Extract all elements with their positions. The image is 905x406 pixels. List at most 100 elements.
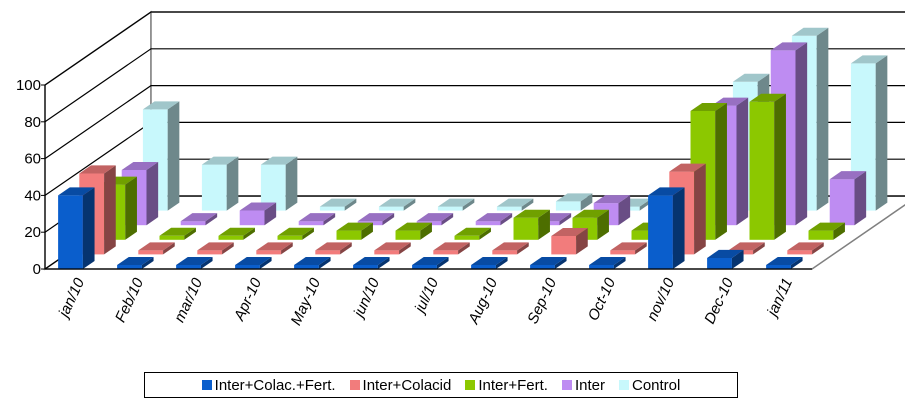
bar-side — [618, 195, 631, 226]
bar-control — [201, 156, 239, 211]
bar-side — [226, 156, 239, 211]
bar-inter-colac-fert- — [353, 256, 390, 269]
x-tick-label: nov/10 — [644, 275, 679, 324]
bar-top — [353, 256, 390, 265]
x-tick-label: Aug-10 — [465, 275, 502, 328]
legend-swatch — [201, 380, 212, 390]
bar-side — [576, 227, 588, 255]
bar-top — [58, 187, 95, 196]
legend-swatch — [618, 380, 629, 390]
x-tick-label: jun/10 — [350, 275, 384, 322]
bar-control — [496, 198, 534, 211]
bar-side — [167, 101, 180, 211]
bar-front — [319, 206, 345, 211]
bar-side — [559, 213, 572, 226]
bar-side — [436, 256, 449, 269]
x-tick-label: Feb/10 — [112, 275, 147, 325]
bar-side — [479, 227, 491, 240]
bar-top — [492, 242, 529, 251]
bar-top — [437, 198, 475, 207]
bar-side — [715, 102, 727, 240]
legend-label: Inter — [574, 376, 605, 394]
bar-front — [180, 221, 206, 226]
bar-front — [176, 265, 201, 269]
bar-front — [749, 101, 775, 240]
x-tick-label: Apr-10 — [230, 275, 265, 324]
bar-side — [200, 256, 213, 269]
bar-side — [361, 222, 373, 240]
bar-top — [589, 256, 626, 265]
bar-front — [808, 230, 834, 240]
x-tick-label: Oct-10 — [585, 275, 620, 324]
bar-side — [205, 213, 218, 226]
bar-front — [551, 236, 577, 255]
bar-top — [690, 102, 727, 111]
bar-front — [513, 217, 539, 240]
bar-front — [294, 265, 319, 269]
bar-side — [580, 193, 593, 211]
bar-side — [259, 256, 272, 269]
bar-inter-fert- — [218, 227, 255, 240]
x-tick-label: May-10 — [288, 275, 325, 328]
bar-side — [243, 227, 255, 240]
y-tick-label: 20 — [24, 224, 41, 241]
bar-inter — [829, 171, 867, 226]
bar-top — [218, 227, 255, 236]
bar-top — [475, 213, 513, 222]
bar-front — [648, 195, 673, 269]
bar-side — [125, 176, 137, 240]
bar-side — [790, 256, 803, 269]
bar-front — [117, 265, 142, 269]
legend-label: Inter+Colacid — [362, 376, 452, 394]
bar-inter-colac-fert- — [176, 256, 213, 269]
legend-item: Control — [618, 377, 680, 394]
bar-side — [441, 213, 454, 226]
legend-swatch — [561, 380, 572, 390]
bar-side — [875, 55, 888, 211]
bar-inter — [180, 213, 218, 226]
bar-front — [412, 265, 437, 269]
x-tick-label: Dec-10 — [701, 275, 737, 327]
bar-top — [787, 242, 824, 251]
bar-inter — [239, 202, 277, 226]
x-tick-label: Sep-10 — [524, 275, 560, 327]
bar-front — [437, 206, 463, 211]
bar-side — [795, 42, 808, 226]
bar-top — [593, 195, 631, 204]
bar-side — [382, 213, 395, 226]
bar-side — [458, 242, 470, 255]
bar-front — [374, 250, 400, 255]
bar-side — [344, 198, 357, 211]
bar-side — [104, 165, 116, 255]
bar-top — [374, 242, 411, 251]
bar-top — [770, 42, 808, 51]
bar-front — [530, 265, 555, 269]
bar-inter-colacid — [787, 242, 824, 255]
bar-front — [277, 235, 303, 240]
bar-inter-fert- — [159, 227, 196, 240]
bar-top — [260, 156, 298, 165]
bar-front — [787, 250, 813, 255]
bar-side — [517, 242, 529, 255]
bar-top — [336, 222, 373, 231]
bar-top — [669, 163, 706, 172]
bar-top — [239, 202, 277, 211]
bar-front — [197, 250, 223, 255]
bar-side — [812, 242, 824, 255]
bar-side — [222, 242, 234, 255]
bar-inter-colacid — [551, 227, 588, 255]
bar-front — [58, 195, 83, 269]
bar-top — [277, 227, 314, 236]
legend-swatch — [349, 380, 360, 390]
bar-top — [791, 27, 829, 36]
bar-top — [850, 55, 888, 64]
bar-inter-colacid — [433, 242, 470, 255]
bar-top — [416, 213, 454, 222]
x-axis-labels: jan/10 Feb/10 mar/10 Apr-10 May-10 jun/10 jul/… — [55, 275, 797, 328]
bar-side — [141, 256, 154, 269]
bar-front — [256, 250, 282, 255]
y-tick-label: 100 — [16, 77, 41, 94]
bar-side — [377, 256, 390, 269]
bar-top — [298, 213, 336, 222]
